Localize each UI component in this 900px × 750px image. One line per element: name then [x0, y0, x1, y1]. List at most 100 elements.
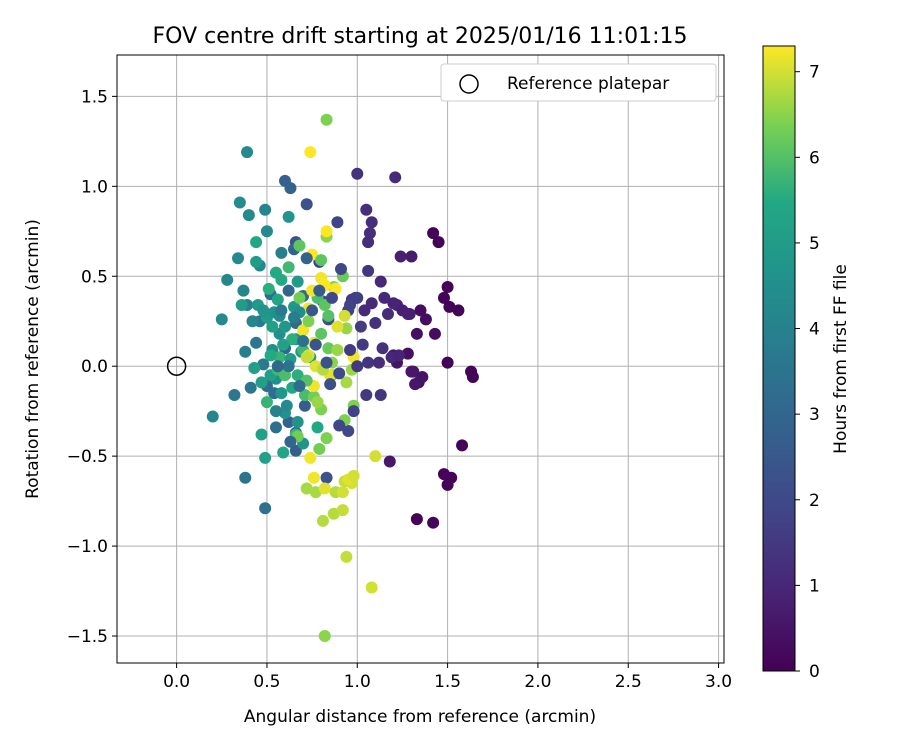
data-point-63	[282, 284, 295, 297]
y-tick-label: 0.5	[81, 267, 108, 287]
data-point-90	[206, 410, 219, 423]
x-tick-label: 2.5	[615, 672, 642, 692]
data-point-111	[259, 451, 272, 464]
data-point-195	[271, 293, 284, 306]
data-point-223	[325, 291, 338, 304]
legend-box	[440, 63, 717, 102]
data-point-98	[279, 320, 292, 333]
x-tick-label: 1.5	[434, 672, 461, 692]
data-point-76	[257, 358, 270, 371]
data-point-147	[327, 507, 340, 520]
data-point-51	[300, 198, 313, 211]
data-point-15	[428, 327, 441, 340]
data-point-235	[407, 365, 420, 378]
data-point-24	[383, 455, 396, 468]
data-point-185	[293, 291, 306, 304]
data-point-229	[351, 360, 364, 373]
data-point-153	[318, 630, 331, 643]
data-point-234	[401, 308, 414, 321]
data-point-112	[277, 446, 290, 459]
colorbar-gradient	[762, 45, 796, 672]
data-point-36	[365, 216, 378, 229]
data-point-5	[452, 304, 465, 317]
colorbar-tick-label: 4	[809, 320, 820, 340]
x-tick-label: 1.0	[344, 672, 371, 692]
x-tick-label: 3.0	[705, 672, 732, 692]
data-point-106	[235, 299, 248, 312]
data-point-169	[329, 282, 342, 295]
data-point-213	[293, 379, 306, 392]
data-point-176	[307, 471, 320, 484]
y-tick-label: −0.5	[67, 447, 108, 467]
data-point-156	[336, 486, 349, 499]
data-point-146	[316, 514, 329, 527]
data-point-26	[394, 250, 407, 263]
data-point-233	[392, 349, 405, 362]
x-tick-label: 0.5	[253, 672, 280, 692]
data-point-172	[304, 146, 317, 159]
data-point-164	[297, 324, 310, 337]
data-point-12	[441, 478, 454, 491]
data-point-95	[291, 415, 304, 428]
data-point-105	[250, 255, 263, 268]
data-point-150	[340, 550, 353, 563]
data-point-0	[427, 227, 440, 240]
data-point-88	[221, 273, 234, 286]
data-point-219	[309, 338, 322, 351]
data-point-48	[331, 216, 344, 229]
data-point-242	[333, 419, 346, 432]
data-point-178	[338, 309, 351, 322]
data-point-118	[291, 369, 304, 382]
data-point-133	[313, 442, 326, 455]
data-point-79	[239, 345, 252, 358]
data-point-201	[257, 304, 270, 317]
y-axis-ticks: −1.5 −1.0 −0.5 0.0 0.5 1.0 1.5	[67, 87, 117, 647]
data-point-220	[320, 356, 333, 369]
data-point-240	[344, 344, 357, 357]
data-point-75	[250, 336, 263, 349]
data-point-86	[241, 146, 254, 159]
data-point-197	[266, 320, 279, 333]
data-point-154	[365, 581, 378, 594]
data-point-224	[335, 263, 348, 276]
data-point-97	[282, 210, 295, 223]
chart-title: FOV centre drift starting at 2025/01/16 …	[153, 24, 688, 49]
data-point-3	[437, 291, 450, 304]
data-point-208	[269, 405, 282, 418]
data-point-216	[300, 252, 313, 265]
data-point-199	[291, 275, 304, 288]
data-point-30	[389, 171, 402, 184]
data-point-128	[315, 327, 328, 340]
data-point-123	[298, 388, 311, 401]
data-point-108	[255, 376, 268, 389]
x-tick-label: 0.0	[163, 672, 190, 692]
data-point-184	[302, 315, 315, 328]
data-point-71	[259, 502, 272, 515]
data-point-159	[347, 469, 360, 482]
colorbar-tick-label: 7	[809, 63, 820, 83]
data-point-38	[362, 236, 375, 249]
data-point-117	[286, 333, 299, 346]
data-point-222	[333, 367, 346, 380]
data-point-18	[410, 327, 423, 340]
data-point-54	[342, 424, 355, 437]
data-point-32	[378, 291, 391, 304]
data-point-129	[322, 342, 335, 355]
y-tick-label: 1.0	[81, 177, 108, 197]
data-point-6	[441, 356, 454, 369]
colorbar-tick-label: 5	[809, 234, 820, 254]
data-point-192	[262, 282, 275, 295]
data-points	[206, 113, 479, 643]
data-point-191	[273, 351, 286, 364]
data-point-149	[336, 504, 349, 517]
data-point-70	[269, 421, 282, 434]
data-point-83	[260, 225, 273, 238]
data-point-228	[356, 338, 369, 351]
data-point-144	[309, 486, 322, 499]
colorbar-tick-label: 3	[809, 405, 820, 425]
data-point-125	[322, 309, 335, 322]
data-point-212	[297, 335, 310, 348]
data-point-200	[275, 387, 288, 400]
y-tick-label: 0.0	[81, 357, 108, 377]
